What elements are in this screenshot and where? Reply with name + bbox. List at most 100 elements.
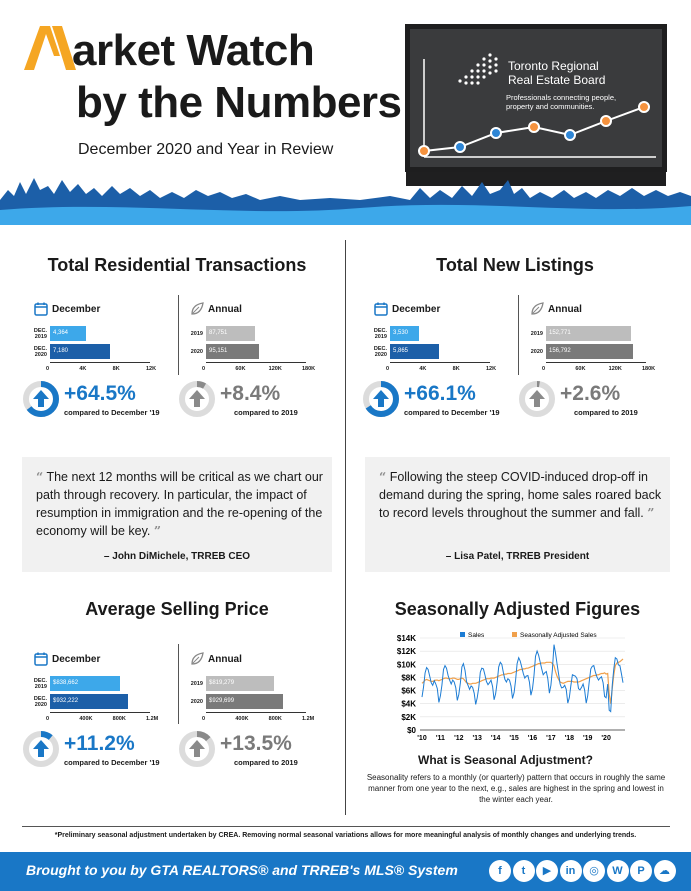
listings-annual-compare-text: compared to 2019 [574,408,638,417]
soundcloud-icon[interactable]: ☁ [653,860,676,882]
x-tick-label: '19 [583,735,593,742]
seasonal-question: What is Seasonal Adjustment? [418,753,593,767]
president-quote-author: – Lisa Patel, TRREB President [445,551,590,562]
twitter-icon[interactable]: t [512,860,535,882]
tick-label: 800K [112,716,126,722]
y-tick-label: $12K [397,647,416,656]
bar: 95,151 [206,344,259,359]
transactions-december-label: December [52,304,101,315]
divider [178,644,179,724]
price-december-percent-change: +11.2% [64,732,135,755]
instagram-icon[interactable]: ◎ [583,860,605,882]
footer-divider [22,826,670,827]
y-tick-label: $4K [401,700,416,709]
page-title-line2: by the Numbers [76,78,402,127]
tick-label: 60K [235,366,246,372]
bar: 87,751 [206,326,255,341]
calendar-icon [374,302,388,316]
bar: 4,364 [50,326,87,341]
listings-annual-percent-change: +2.6% [560,382,621,405]
listings-december-chart: December DEC. 2019 3,530 DEC. 2020 5,865 0 4K 8K 1… [363,300,510,417]
leaf-icon [190,302,204,316]
seasonal-explanation: Seasonality refers to a monthly (or quar… [366,773,666,804]
page-subtitle: December 2020 and Year in Review [78,141,334,158]
tick-label: 1.2M [146,716,159,722]
x-tick-label: '14 [491,735,501,742]
tick-label: 8K [452,366,460,372]
x-tick-label: '13 [473,735,483,742]
footnote: *Preliminary seasonal adjustment underta… [54,832,637,839]
legend-label: Seasonally Adjusted Sales [520,632,597,639]
transactions-december-compare-text: compared to December '19 [64,408,160,417]
bar-row-label: DEC. 2020 [33,696,47,708]
youtube-icon[interactable]: ▶ [536,860,558,882]
tick-label: 400K [235,716,249,722]
monitor-graphic: Toronto Regional Real Estate Board Profe… [405,24,667,172]
tick-label: 400K [79,716,93,722]
transactions-annual-chart: Annual 2019 87,751 2020 95,151 0 60K 120K 180K +… [179,300,336,417]
wordpress-icon[interactable]: W [606,860,629,882]
price-annual-chart: Annual 2019 $819,279 2020 $929,699 0 400K 800K 1… [179,650,336,767]
tick-label: 0 [386,366,390,372]
tick-label: 0 [542,366,546,372]
bar: 7,180 [50,344,110,359]
bar: 5,865 [390,344,439,359]
tick-label: 120K [268,366,282,372]
percent-gauge [178,730,216,768]
divider [178,295,179,375]
bar-row-label: 2019 [530,331,543,337]
tick-label: 60K [575,366,586,372]
axis-line [390,362,490,363]
linkedin-icon[interactable]: in [559,860,582,882]
bar-row-label: 2019 [190,331,203,337]
leaf-icon [530,302,544,316]
y-tick-label: $6K [401,687,416,696]
calendar-icon [34,652,48,666]
calendar-icon [34,302,48,316]
transactions-december-percent-change: +64.5% [64,382,136,405]
tick-label: 12K [146,366,157,372]
percent-gauge [22,730,60,768]
pinterest-icon[interactable]: P [630,860,652,882]
tick-label: 0 [46,366,50,372]
transactions-december-chart: December DEC. 2019 4,364 DEC. 2020 7,180 0 4K 8K 1… [23,300,170,417]
tick-label: 4K [79,366,87,372]
board-tagline: Professionals connecting people, propert… [506,93,617,111]
price-annual-percent-change: +13.5% [220,732,292,755]
x-tick-label: '17 [546,735,556,742]
seasonal-chart: $0 $2K $4K $6K $8K $10K $12K $14K '10 '11 '12 '13 '1… [397,632,625,742]
bar: $932,222 [50,694,128,709]
listings-december-percent-change: +66.1% [404,382,476,405]
price-december-compare-text: compared to December '19 [64,758,160,767]
percent-gauge [518,380,556,418]
bar-row-label: 2020 [190,349,203,355]
board-name: Toronto Regional Real Estate Board [508,59,606,87]
bar-row-label: DEC. 2020 [373,346,387,358]
tick-label: 4K [419,366,427,372]
percent-gauge [362,380,400,418]
x-tick-label: '18 [565,735,575,742]
treb-logo-icon [458,53,498,85]
header: arket Watch by the Numbers December 2020… [0,0,691,225]
tick-label: 0 [202,366,206,372]
ceo-quote-box: “ The next 12 months will be critical as… [22,457,332,572]
x-tick-label: '10 [417,735,427,742]
listings-title: Total New Listings [436,255,594,275]
price-december-label: December [52,654,101,665]
logo-m-icon [24,26,76,70]
transactions-annual-percent-change: +8.4% [220,382,281,405]
bar-row-label: 2019 [190,681,203,687]
axis-line [50,712,150,713]
tick-label: 180K [302,366,316,372]
bar: $838,662 [50,676,120,691]
monitor-stand [406,172,666,186]
bar: 3,530 [390,326,420,341]
sales-line [421,644,624,713]
city-skyline-graphic [0,178,691,225]
footer-tagline: Brought to you by GTA REALTORS® and TRRE… [26,862,458,878]
price-annual-label: Annual [208,654,242,665]
price-december-chart: December DEC. 2019 $838,662 DEC. 2020 $932,222… [23,650,170,767]
facebook-icon[interactable]: f [489,860,511,882]
divider [518,295,519,375]
transactions-annual-label: Annual [208,304,242,315]
